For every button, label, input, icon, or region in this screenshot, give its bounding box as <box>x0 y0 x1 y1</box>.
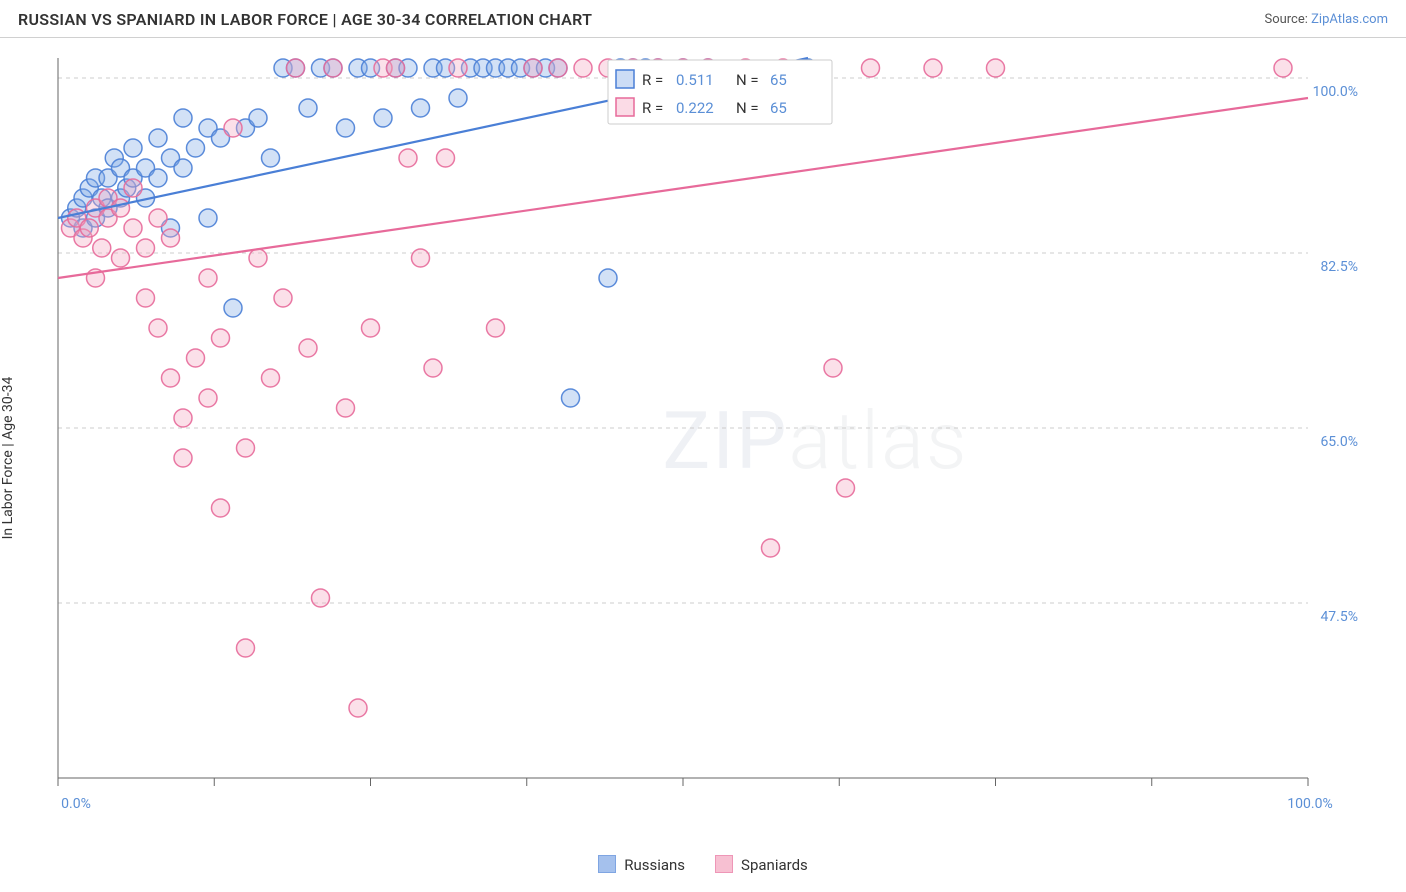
data-point-spaniards <box>112 199 130 217</box>
scatter-plot: 47.5% 65.0% 82.5% 100.0% 0.0% 100.0% R = 0.511 N… <box>48 48 1368 818</box>
data-point-spaniards <box>299 339 317 357</box>
data-point-russians <box>124 139 142 157</box>
data-point-spaniards <box>762 539 780 557</box>
data-point-russians <box>199 209 217 227</box>
data-point-russians <box>249 109 267 127</box>
data-point-spaniards <box>237 639 255 657</box>
data-point-spaniards <box>224 119 242 137</box>
data-point-spaniards <box>274 289 292 307</box>
data-point-spaniards <box>149 209 167 227</box>
legend-swatch-spaniards <box>616 98 634 116</box>
data-point-russians <box>374 109 392 127</box>
data-point-spaniards <box>387 59 405 77</box>
data-point-spaniards <box>187 349 205 367</box>
data-point-russians <box>262 149 280 167</box>
data-point-spaniards <box>212 499 230 517</box>
data-point-spaniards <box>924 59 942 77</box>
legend-r-value: 0.511 <box>676 71 714 89</box>
data-point-spaniards <box>162 369 180 387</box>
legend-r-label: R = <box>642 99 663 117</box>
legend-label-russians: Russians <box>624 856 685 874</box>
legend-r-label: R = <box>642 71 663 89</box>
data-point-spaniards <box>862 59 880 77</box>
data-point-spaniards <box>449 59 467 77</box>
data-point-spaniards <box>137 239 155 257</box>
legend-r-value: 0.222 <box>676 99 714 117</box>
chart-title: RUSSIAN VS SPANIARD IN LABOR FORCE | AGE… <box>18 10 592 29</box>
data-point-spaniards <box>199 269 217 287</box>
data-point-spaniards <box>524 59 542 77</box>
data-point-spaniards <box>349 699 367 717</box>
data-point-spaniards <box>237 439 255 457</box>
legend-swatch-russians <box>598 855 616 873</box>
data-point-spaniards <box>174 409 192 427</box>
data-point-spaniards <box>249 249 267 267</box>
y-axis-label: In Labor Force | Age 30-34 <box>0 377 16 540</box>
data-point-spaniards <box>80 219 98 237</box>
data-point-spaniards <box>93 239 111 257</box>
data-point-spaniards <box>824 359 842 377</box>
legend-swatch-spaniards <box>715 855 733 873</box>
data-point-spaniards <box>137 289 155 307</box>
x-label-right: 100.0% <box>1287 796 1332 812</box>
chart-area: In Labor Force | Age 30-34 ZIPatlas 47.5… <box>0 38 1406 878</box>
y-tick-label: 100.0% <box>1313 84 1358 100</box>
data-point-spaniards <box>212 329 230 347</box>
data-point-russians <box>174 109 192 127</box>
x-label-left: 0.0% <box>61 796 91 812</box>
data-point-spaniards <box>437 149 455 167</box>
data-point-spaniards <box>324 59 342 77</box>
data-point-spaniards <box>262 369 280 387</box>
bottom-legend-item-spaniards: Spaniards <box>715 855 808 874</box>
data-point-spaniards <box>487 319 505 337</box>
data-point-spaniards <box>987 59 1005 77</box>
data-point-russians <box>449 89 467 107</box>
source-label: Source: ZipAtlas.com <box>1264 12 1388 27</box>
legend-n-label: N = <box>736 99 759 117</box>
data-point-spaniards <box>124 179 142 197</box>
y-tick-label: 82.5% <box>1320 259 1358 275</box>
source-link[interactable]: ZipAtlas.com <box>1311 12 1388 27</box>
data-point-spaniards <box>199 389 217 407</box>
data-point-russians <box>412 99 430 117</box>
data-point-spaniards <box>574 59 592 77</box>
data-point-spaniards <box>412 249 430 267</box>
data-point-spaniards <box>362 319 380 337</box>
data-point-spaniards <box>112 249 130 267</box>
bottom-legend: Russians Spaniards <box>0 855 1406 874</box>
data-point-russians <box>599 269 617 287</box>
data-point-russians <box>174 159 192 177</box>
data-point-spaniards <box>287 59 305 77</box>
legend-swatch-russians <box>616 70 634 88</box>
data-point-spaniards <box>424 359 442 377</box>
data-point-russians <box>224 299 242 317</box>
chart-header: RUSSIAN VS SPANIARD IN LABOR FORCE | AGE… <box>0 0 1406 38</box>
data-point-spaniards <box>837 479 855 497</box>
data-point-spaniards <box>162 229 180 247</box>
data-point-spaniards <box>312 589 330 607</box>
data-point-russians <box>299 99 317 117</box>
top-legend: R = 0.511 N = 65 R = 0.222 N = 65 <box>608 60 832 124</box>
data-point-spaniards <box>124 219 142 237</box>
data-point-spaniards <box>549 59 567 77</box>
legend-n-label: N = <box>736 71 759 89</box>
source-prefix: Source: <box>1264 12 1311 27</box>
data-point-spaniards <box>1274 59 1292 77</box>
data-point-spaniards <box>149 319 167 337</box>
data-point-russians <box>337 119 355 137</box>
legend-n-value: 65 <box>770 99 787 117</box>
bottom-legend-item-russians: Russians <box>598 855 685 874</box>
data-point-russians <box>562 389 580 407</box>
y-tick-label: 65.0% <box>1320 434 1358 450</box>
data-point-spaniards <box>399 149 417 167</box>
legend-n-value: 65 <box>770 71 787 89</box>
data-point-russians <box>149 129 167 147</box>
y-tick-label: 47.5% <box>1320 609 1358 625</box>
data-point-spaniards <box>174 449 192 467</box>
data-point-russians <box>149 169 167 187</box>
legend-label-spaniards: Spaniards <box>741 856 808 874</box>
data-point-russians <box>187 139 205 157</box>
data-point-spaniards <box>337 399 355 417</box>
